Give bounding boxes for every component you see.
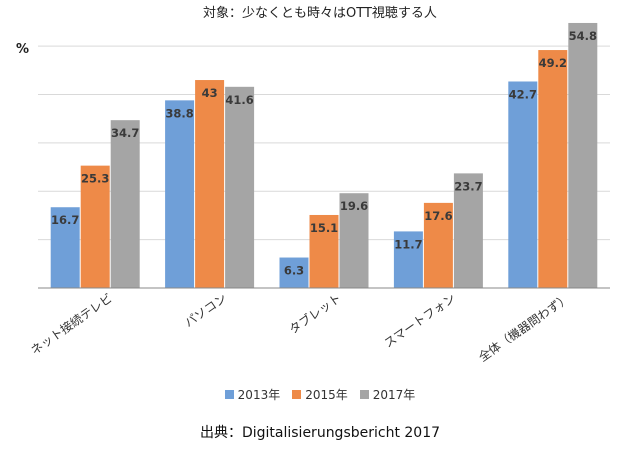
- data-label: 6.3: [284, 264, 304, 278]
- data-label: 38.8: [165, 106, 193, 120]
- x-tick-label: パソコン: [182, 291, 229, 330]
- bar: [110, 120, 140, 288]
- legend-item: 2015年: [292, 386, 348, 403]
- legend-item: 2013年: [224, 386, 281, 403]
- bar: [393, 231, 423, 288]
- chart-title: 対象：少なくとも時々はOTT視聴する人: [203, 6, 437, 21]
- y-axis-unit: %: [16, 42, 30, 57]
- x-tick-label: スマートフォン: [382, 291, 459, 350]
- legend-item: 2017年: [359, 386, 416, 403]
- legend-swatch: [359, 390, 369, 399]
- bar: [568, 22, 598, 288]
- data-label: 25.3: [81, 172, 109, 186]
- legend-swatch: [224, 390, 234, 399]
- data-label: 54.8: [569, 29, 597, 43]
- x-tick-label: ネット接続テレビ: [28, 290, 115, 357]
- bar: [339, 193, 369, 288]
- bar: [309, 214, 339, 288]
- data-label: 16.7: [51, 213, 79, 227]
- legend-swatch: [292, 390, 302, 399]
- legend-label: 2015年: [305, 388, 348, 402]
- bar: [453, 173, 483, 288]
- bar: [50, 207, 80, 288]
- data-label: 41.6: [225, 93, 253, 107]
- data-label: 11.7: [394, 237, 422, 251]
- data-label: 15.1: [310, 221, 338, 235]
- data-label: 42.7: [509, 87, 537, 101]
- bar: [165, 100, 195, 288]
- data-label: 49.2: [539, 56, 567, 70]
- data-label: 43: [202, 86, 218, 100]
- data-labels: 16.7 25.3 34.7 38.8 43 41.6 6.3 15.119.6 11.717.…: [51, 29, 597, 278]
- data-label: 19.6: [340, 199, 368, 213]
- bar: [80, 165, 110, 288]
- data-label: 34.7: [111, 126, 139, 140]
- x-tick-labels: ネット接続テレビ パソコン タブレット スマートフォン 全体（機器問わず）: [28, 290, 573, 364]
- x-tick-label: タブレット: [286, 290, 344, 337]
- legend-label: 2013年: [237, 388, 281, 402]
- source-note: 出典：Digitalisierungsbericht 2017: [199, 425, 441, 441]
- legend-label: 2017年: [372, 388, 416, 402]
- bar: [225, 86, 255, 288]
- bars: [50, 22, 598, 289]
- legend: 2013年 2015年 2017年: [0, 386, 640, 403]
- x-tick-label: 全体（機器問わず）: [475, 290, 572, 364]
- bar: [538, 50, 568, 289]
- bar: [423, 202, 453, 288]
- bar: [195, 80, 225, 288]
- data-label: 23.7: [454, 179, 482, 193]
- bar: [279, 257, 309, 288]
- data-label: 17.6: [424, 209, 452, 223]
- bar: [508, 81, 538, 288]
- bar-chart: 16.7 25.3 34.7 38.8 43 41.6 6.3 15.119.6 11.717.…: [28, 22, 610, 364]
